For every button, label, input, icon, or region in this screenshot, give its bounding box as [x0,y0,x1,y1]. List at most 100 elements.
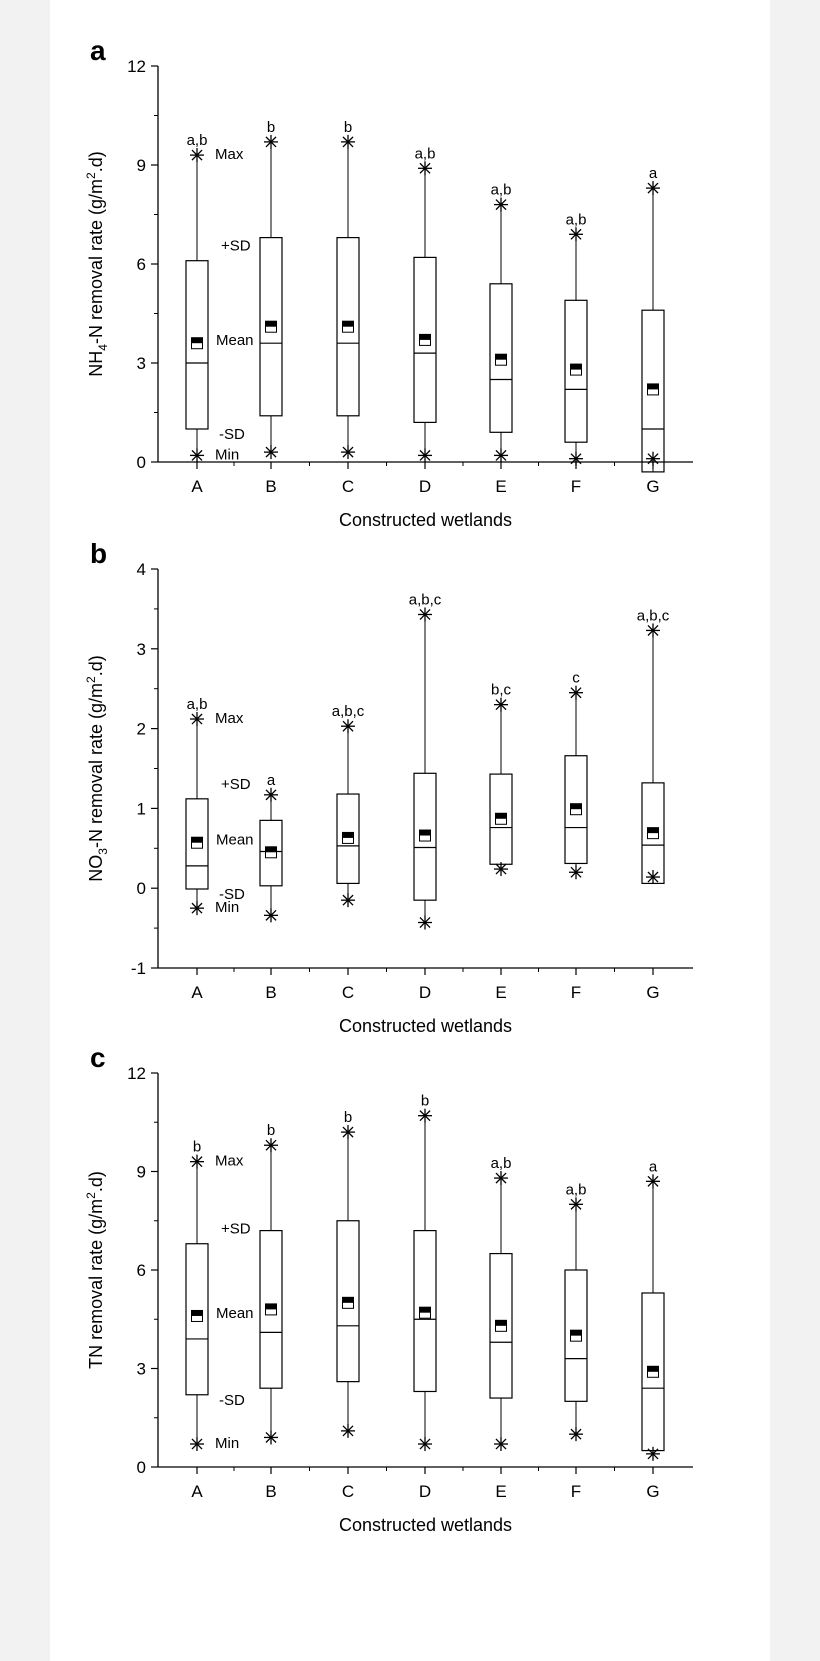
star-stroke [647,871,659,883]
legend-max: Max [215,710,244,727]
box-F: c [564,670,588,880]
star-stroke [495,1172,507,1184]
significance-label: a,b [566,1181,587,1198]
y-tick-label: 9 [137,156,146,175]
star-stroke [191,902,203,914]
y-tick-label: 3 [137,354,146,373]
mean-marker-fill [647,827,659,834]
figure-page: a 0 3 6 9 12 A B C D E F G Constructed wetlands NH4-N … [50,0,770,1661]
sd-box [185,1243,209,1396]
box-G: a,b,c [637,607,670,885]
mean-marker-fill [570,1330,582,1336]
x-axis-label: Constructed wetlands [339,1016,512,1036]
x-tick-label: E [495,1482,506,1501]
max-marker [494,197,508,212]
min-marker [264,908,278,923]
max-marker [190,1154,204,1169]
star-stroke [647,182,659,194]
star-stroke [265,909,277,921]
min-marker [341,1423,355,1438]
mean-marker-fill [191,837,203,843]
significance-label: b [344,1109,352,1126]
legend-mean: Mean [216,332,254,349]
significance-label: a,b,c [637,607,670,624]
x-tick-label: B [265,477,276,496]
min-marker [569,1427,583,1442]
x-tick-label: G [646,477,659,496]
max-marker [646,181,660,196]
significance-label: a,b,c [409,591,442,608]
legend-minus-sd: -SD [219,1392,245,1409]
y-tick-label: -1 [131,959,146,978]
x-tick-label: C [342,477,354,496]
y-axis-label: NH4-N removal rate (g/m2.d) [84,151,110,376]
min-marker [494,862,508,877]
significance-label: a [649,1158,658,1175]
x-tick-label: G [646,983,659,1002]
box-G: a [641,1158,665,1461]
box-D: b [413,1093,437,1452]
x-tick-label: B [265,1482,276,1501]
star-stroke [570,453,582,465]
box-A: a,b [185,132,209,463]
mean-marker-fill [191,1310,203,1316]
y-axis-label-part: 3 [96,848,110,855]
y-axis-label-part: NO [86,855,106,882]
sd-box [564,1269,588,1402]
min-marker [569,451,583,466]
star-stroke [570,1428,582,1440]
significance-label: a,b [491,1155,512,1172]
x-tick-label: B [265,983,276,1002]
min-marker [418,1437,432,1452]
panel-c: c 0 3 6 9 12 A B C D E F G Constructed wetlands TN rem… [84,1042,693,1535]
y-axis-label-part: .d) [86,655,106,676]
y-axis-label: TN removal rate (g/m2.d) [84,1171,106,1369]
star-stroke [419,1110,431,1122]
min-marker [264,1430,278,1445]
y-tick-label: 9 [137,1163,146,1182]
box-C: a,b,c [332,703,365,908]
box-B: b [259,1122,283,1445]
significance-label: b [344,119,352,136]
y-tick-label: 0 [137,453,146,472]
sd-box [413,772,437,901]
x-tick-label: E [495,477,506,496]
star-stroke [265,1139,277,1151]
star-stroke [495,863,507,875]
significance-label: a [267,772,276,789]
panel-label: b [90,538,107,569]
y-axis-label-part: 2 [84,172,98,179]
max-marker [341,1125,355,1140]
x-tick-label: E [495,983,506,1002]
min-marker [190,901,204,916]
x-axis-label: Constructed wetlands [339,510,512,530]
legend-mean: Mean [216,832,254,849]
max-marker [569,685,583,700]
significance-label: b [267,119,275,136]
sd-box [336,237,360,417]
significance-label: a [649,165,658,182]
max-marker [646,1174,660,1189]
legend-min: Min [215,1435,239,1452]
x-axis-label: Constructed wetlands [339,1515,512,1535]
min-marker [494,1437,508,1452]
x-tick-label: D [419,1482,431,1501]
significance-label: a,b [491,182,512,199]
y-axis-label-part: .d) [86,1171,106,1192]
legend-mean: Mean [216,1305,254,1322]
star-stroke [191,713,203,725]
min-marker [646,1446,660,1461]
sd-box [413,1229,437,1393]
mean-marker-fill [191,337,203,344]
min-marker [418,448,432,463]
box-E: a,b [489,182,513,463]
star-stroke [342,1425,354,1437]
mean-marker-fill [419,830,431,836]
min-marker [569,865,583,880]
star-stroke [191,449,203,461]
x-tick-label: A [191,1482,203,1501]
box-A: b [185,1139,209,1452]
